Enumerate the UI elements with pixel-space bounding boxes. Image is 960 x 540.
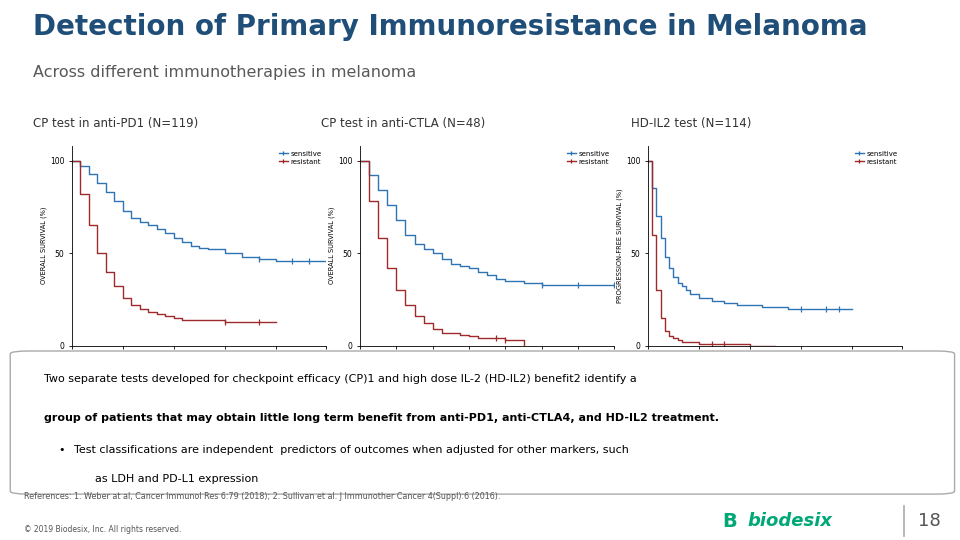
Text: Test classifications are independent  predictors of outcomes when adjusted for o: Test classifications are independent pre… [74, 446, 629, 455]
FancyBboxPatch shape [11, 351, 954, 494]
Text: Across different immunotherapies in melanoma: Across different immunotherapies in mela… [34, 65, 417, 80]
Legend: sensitive, resistant: sensitive, resistant [277, 149, 323, 166]
Legend: sensitive, resistant: sensitive, resistant [853, 149, 899, 166]
Text: Detection of Primary Immunoresistance in Melanoma: Detection of Primary Immunoresistance in… [34, 13, 868, 40]
Text: CP test in anti-CTLA (N=48): CP test in anti-CTLA (N=48) [321, 117, 486, 130]
Text: group of patients that may obtain little long term benefit from anti-PD1, anti-C: group of patients that may obtain little… [44, 413, 719, 422]
Text: Β: Β [723, 511, 737, 531]
X-axis label: TIME (MONTHS): TIME (MONTHS) [457, 363, 517, 373]
Legend: sensitive, resistant: sensitive, resistant [565, 149, 611, 166]
Text: 18: 18 [919, 512, 941, 530]
X-axis label: TIME (MONTHS): TIME (MONTHS) [745, 363, 805, 373]
Y-axis label: OVERALL SURVIVAL (%): OVERALL SURVIVAL (%) [328, 207, 335, 285]
Text: as LDH and PD-L1 expression: as LDH and PD-L1 expression [95, 474, 258, 484]
Y-axis label: PROGRESSION-FREE SURVIVAL (%): PROGRESSION-FREE SURVIVAL (%) [616, 188, 623, 303]
Text: HD-IL2 test (N=114): HD-IL2 test (N=114) [631, 117, 752, 130]
Text: biodesix: biodesix [747, 512, 832, 530]
Text: © 2019 Biodesix, Inc. All rights reserved.: © 2019 Biodesix, Inc. All rights reserve… [24, 525, 181, 534]
Y-axis label: OVERALL SURVIVAL (%): OVERALL SURVIVAL (%) [40, 207, 47, 285]
Text: Two separate tests developed for checkpoint efficacy (CP)1 and high dose IL-2 (H: Two separate tests developed for checkpo… [44, 374, 636, 384]
Text: References: 1. Weber at al, Cancer Immunol Res 6:79 (2018); 2. Sullivan et al. J: References: 1. Weber at al, Cancer Immun… [24, 492, 500, 502]
Text: •: • [58, 446, 64, 455]
Text: CP test in anti-PD1 (N=119): CP test in anti-PD1 (N=119) [33, 117, 198, 130]
X-axis label: TIME (MONTHS): TIME (MONTHS) [169, 363, 229, 373]
